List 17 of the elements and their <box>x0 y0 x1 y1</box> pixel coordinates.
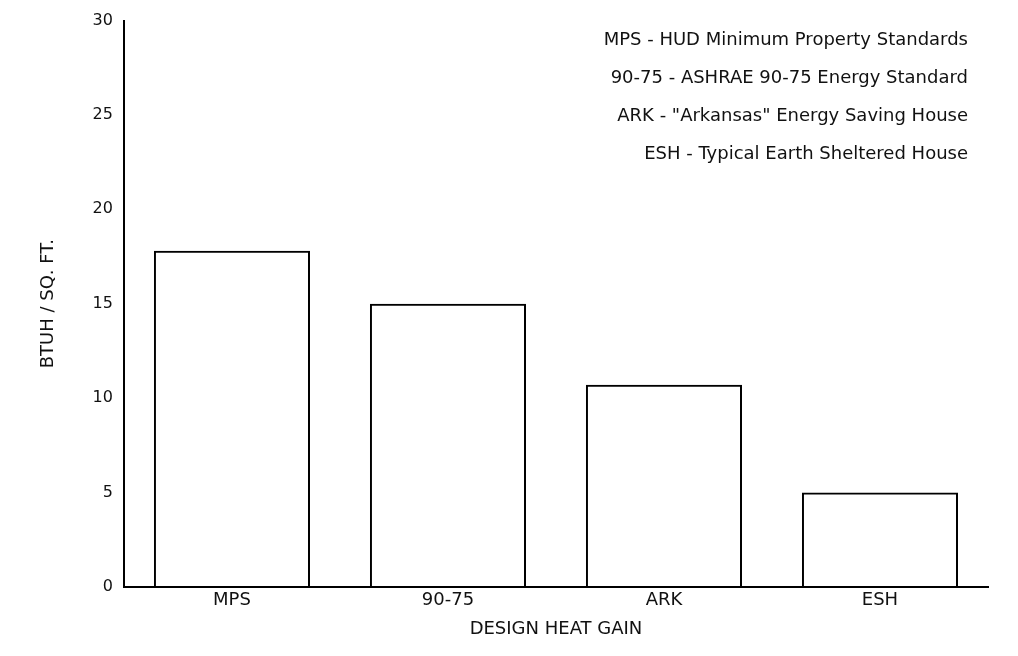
x-tick-label: MPS <box>213 588 251 610</box>
x-tick-label: ARK <box>645 588 684 610</box>
annotation: ESH - Typical Earth Sheltered House <box>644 142 968 164</box>
y-tick-label: 15 <box>92 292 113 312</box>
y-tick-label: 30 <box>92 9 113 29</box>
annotation: 90-75 - ASHRAE 90-75 Energy Standard <box>610 66 968 88</box>
annotation: ARK - "Arkansas" Energy Saving House <box>617 104 968 126</box>
x-tick-label: ESH <box>861 588 899 610</box>
x-axis-title: DESIGN HEAT GAIN <box>469 616 643 638</box>
y-tick-label: 20 <box>92 198 113 218</box>
y-tick-label: 0 <box>102 575 113 595</box>
annotation: MPS - HUD Minimum Property Standards <box>603 28 968 50</box>
y-axis-title: BTUH / SQ. FT. <box>36 239 58 369</box>
y-tick-label: 25 <box>92 104 113 124</box>
y-tick-label: 10 <box>92 387 113 407</box>
x-tick-label: 90-75 <box>421 588 475 610</box>
y-tick-label: 5 <box>102 481 113 501</box>
